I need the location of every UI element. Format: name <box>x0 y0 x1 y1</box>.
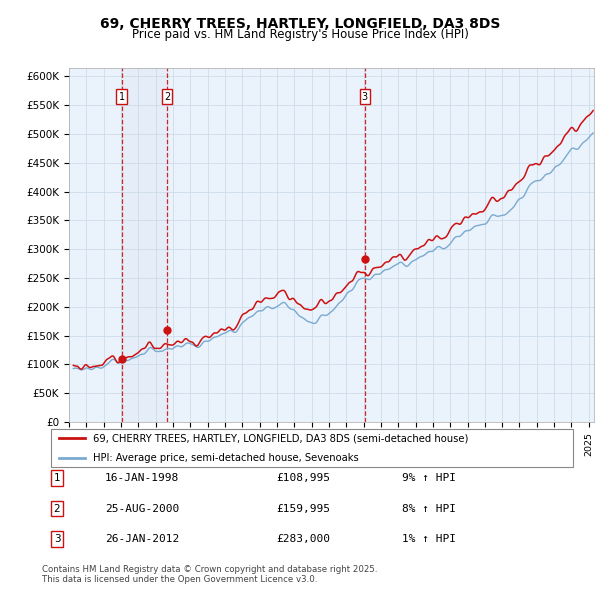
Text: 16-JAN-1998: 16-JAN-1998 <box>105 473 179 483</box>
Text: Contains HM Land Registry data © Crown copyright and database right 2025.
This d: Contains HM Land Registry data © Crown c… <box>42 565 377 584</box>
Text: 3: 3 <box>362 91 368 101</box>
Text: 26-JAN-2012: 26-JAN-2012 <box>105 535 179 544</box>
Text: 2: 2 <box>164 91 170 101</box>
Text: 2: 2 <box>53 504 61 513</box>
Text: £283,000: £283,000 <box>276 535 330 544</box>
Text: Price paid vs. HM Land Registry's House Price Index (HPI): Price paid vs. HM Land Registry's House … <box>131 28 469 41</box>
Text: £108,995: £108,995 <box>276 473 330 483</box>
Text: HPI: Average price, semi-detached house, Sevenoaks: HPI: Average price, semi-detached house,… <box>93 454 359 463</box>
Text: 69, CHERRY TREES, HARTLEY, LONGFIELD, DA3 8DS (semi-detached house): 69, CHERRY TREES, HARTLEY, LONGFIELD, DA… <box>93 434 468 444</box>
Text: 1% ↑ HPI: 1% ↑ HPI <box>402 535 456 544</box>
Text: 9% ↑ HPI: 9% ↑ HPI <box>402 473 456 483</box>
Text: 1: 1 <box>119 91 125 101</box>
Text: 8% ↑ HPI: 8% ↑ HPI <box>402 504 456 513</box>
Text: 69, CHERRY TREES, HARTLEY, LONGFIELD, DA3 8DS: 69, CHERRY TREES, HARTLEY, LONGFIELD, DA… <box>100 17 500 31</box>
Text: £159,995: £159,995 <box>276 504 330 513</box>
Text: 25-AUG-2000: 25-AUG-2000 <box>105 504 179 513</box>
FancyBboxPatch shape <box>50 429 574 467</box>
Text: 1: 1 <box>53 473 61 483</box>
Bar <box>122 68 167 422</box>
Text: 3: 3 <box>53 535 61 544</box>
